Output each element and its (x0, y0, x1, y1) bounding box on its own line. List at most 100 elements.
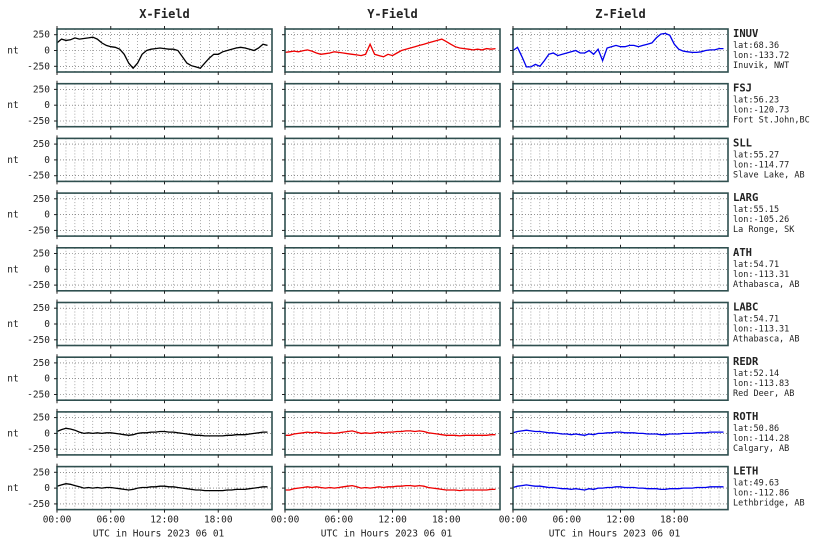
ytick-label: 250 (33, 358, 50, 369)
station-lat: lat:49.63 (733, 479, 779, 489)
xtick-label: 00:00 (499, 515, 528, 526)
ytick-label: 250 (33, 467, 50, 478)
station-lon: lon:-114.77 (733, 160, 789, 170)
ytick-label: 0 (44, 374, 50, 385)
ylabel-roth: nt (7, 428, 18, 439)
panel-fsj-z (510, 80, 729, 130)
station-place: Inuvik, NWT (733, 61, 789, 71)
ylabel-ath: nt (7, 264, 18, 275)
panel-larg-y (282, 190, 501, 240)
ytick-label: -250 (27, 335, 50, 346)
panel-inuv-x (54, 26, 273, 75)
station-lat: lat:54.71 (733, 315, 779, 325)
station-code-fsj: FSJ (733, 83, 752, 95)
panel-leth-x (54, 463, 273, 513)
xtick-label: 12:00 (150, 515, 179, 526)
ytick-label: -250 (27, 499, 50, 510)
station-code-inuv: INUV (733, 28, 759, 40)
station-code-redr: REDR (733, 356, 759, 368)
xtick-label: 06:00 (96, 515, 125, 526)
station-lon: lon:-114.28 (733, 434, 789, 444)
ytick-label: -250 (27, 61, 50, 72)
xtick-label: 06:00 (552, 515, 581, 526)
ytick-label: 0 (44, 100, 50, 111)
series-leth-y (285, 484, 496, 492)
panel-labc-y (282, 299, 501, 349)
station-lon: lon:-113.31 (733, 270, 789, 280)
ytick-label: 0 (44, 264, 50, 275)
ytick-label: 0 (44, 319, 50, 330)
ylabel-larg: nt (7, 210, 18, 221)
ytick-label: 250 (33, 84, 50, 95)
column-title-y: Y-Field (367, 7, 418, 21)
panel-ath-y (282, 244, 501, 294)
panel-sll-y (282, 135, 501, 185)
ytick-label: -250 (27, 225, 50, 236)
series-inuv-y (284, 38, 496, 58)
panel-leth-z (510, 463, 729, 513)
station-code-larg: LARG (733, 192, 758, 204)
xtick-label: 00:00 (43, 515, 72, 526)
panel-inuv-y (282, 26, 501, 75)
station-place: Athabasca, AB (733, 335, 800, 345)
station-lon: lon:-113.83 (733, 379, 789, 389)
ytick-label: 250 (33, 30, 50, 41)
xtick-label: 00:00 (271, 515, 300, 526)
panel-roth-y (282, 408, 501, 458)
ytick-label: -250 (27, 280, 50, 291)
ylabel-sll: nt (7, 155, 18, 166)
xtick-label: 18:00 (432, 515, 461, 526)
series-leth-z (512, 484, 724, 491)
xlabel: UTC in Hours 2023 06 01 (321, 529, 453, 540)
ytick-label: 0 (44, 46, 50, 57)
station-place: Red Deer, AB (733, 389, 794, 399)
xlabel: UTC in Hours 2023 06 01 (549, 529, 681, 540)
panel-sll-x (54, 135, 273, 185)
ylabel-leth: nt (7, 483, 18, 494)
ytick-label: 250 (33, 194, 50, 205)
station-lat: lat:55.27 (733, 150, 779, 160)
panel-leth-y (282, 463, 501, 513)
series-leth-x (56, 483, 268, 492)
ytick-label: 0 (44, 428, 50, 439)
panel-larg-z (510, 190, 729, 240)
station-code-leth: LETH (733, 466, 758, 478)
station-lat: lat:55.15 (733, 205, 779, 215)
station-code-labc: LABC (733, 302, 758, 314)
station-lat: lat:50.86 (733, 424, 779, 434)
station-place: Athabasca, AB (733, 280, 800, 290)
ylabel-fsj: nt (7, 100, 18, 111)
ytick-label: -250 (27, 444, 50, 455)
panel-fsj-x (54, 80, 273, 130)
series-roth-x (56, 427, 268, 437)
station-lat: lat:54.71 (733, 260, 779, 270)
ytick-label: -250 (27, 116, 50, 127)
series-inuv-z (512, 32, 724, 68)
panel-redr-y (282, 354, 501, 404)
ylabel-labc: nt (7, 319, 18, 330)
station-code-roth: ROTH (733, 411, 758, 423)
ytick-label: -250 (27, 171, 50, 182)
panel-labc-x (54, 299, 273, 349)
station-lon: lon:-105.26 (733, 215, 789, 225)
panel-ath-z (510, 244, 729, 294)
station-lat: lat:56.23 (733, 96, 779, 106)
panel-labc-z (510, 299, 729, 349)
panel-sll-z (510, 135, 729, 185)
station-place: Slave Lake, AB (733, 170, 805, 180)
panel-inuv-z (510, 26, 729, 75)
station-code-sll: SLL (733, 137, 752, 149)
series-inuv-x (56, 36, 268, 70)
xlabel: UTC in Hours 2023 06 01 (93, 529, 225, 540)
panel-roth-x (54, 408, 273, 458)
station-lon: lon:-120.73 (733, 106, 789, 116)
ytick-label: 0 (44, 483, 50, 494)
panel-redr-x (54, 354, 273, 404)
ytick-label: 250 (33, 248, 50, 259)
panel-redr-z (510, 354, 729, 404)
station-place: Calgary, AB (733, 444, 789, 454)
panel-larg-x (54, 190, 273, 240)
xtick-label: 12:00 (378, 515, 407, 526)
station-code-ath: ATH (733, 247, 752, 259)
